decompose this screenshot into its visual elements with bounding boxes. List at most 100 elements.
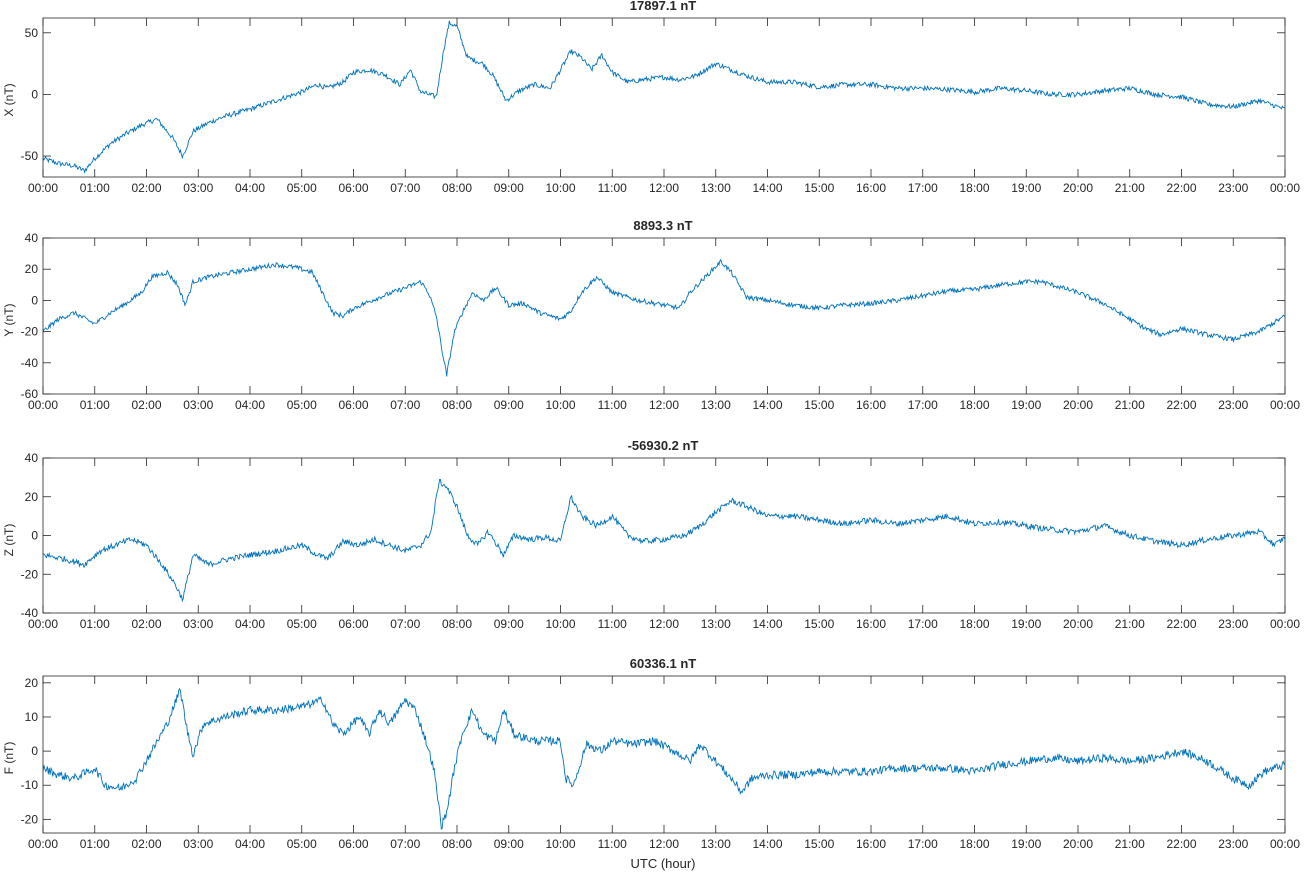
y-xtick-label: 13:00 (701, 398, 731, 412)
x-xtick-label: 20:00 (1063, 181, 1093, 195)
y-xtick-label: 07:00 (390, 398, 420, 412)
f-ytick-label: -10 (21, 778, 39, 792)
f-ytick-label: 0 (31, 744, 38, 758)
z-xtick-label: 08:00 (442, 617, 472, 631)
y-ytick-label: -40 (21, 356, 39, 370)
z-xtick-label: 02:00 (131, 617, 161, 631)
f-xtick-label: 17:00 (908, 837, 938, 851)
y-xtick-label: 08:00 (442, 398, 472, 412)
z-panel-ylabel: Z (nT) (2, 524, 16, 557)
x-xtick-label: 13:00 (701, 181, 731, 195)
f-xtick-label: 14:00 (752, 837, 782, 851)
x-xtick-label: 16:00 (856, 181, 886, 195)
x-ytick-label: -50 (21, 149, 39, 163)
f-xtick-label: 23:00 (1218, 837, 1248, 851)
z-ytick-label: 40 (25, 451, 39, 465)
x-axis-label: UTC (hour) (630, 856, 695, 871)
x-xtick-label: 17:00 (908, 181, 938, 195)
x-xtick-label: 00:00 (28, 181, 58, 195)
y-xtick-label: 19:00 (1011, 398, 1041, 412)
z-xtick-label: 15:00 (804, 617, 834, 631)
x-xtick-label: 02:00 (131, 181, 161, 195)
z-xtick-label: 19:00 (1011, 617, 1041, 631)
y-series-line (43, 258, 1285, 377)
z-xtick-label: 13:00 (701, 617, 731, 631)
f-panel-ylabel: F (nT) (2, 742, 16, 775)
f-xtick-label: 01:00 (80, 837, 110, 851)
f-xtick-label: 12:00 (649, 837, 679, 851)
z-xtick-label: 06:00 (338, 617, 368, 631)
z-xtick-label: 07:00 (390, 617, 420, 631)
x-xtick-label: 01:00 (80, 181, 110, 195)
z-xtick-label: 11:00 (598, 617, 627, 631)
x-component-panel: 17897.1 nT X (nT) 00:00 01:00 02:00 03:00 04… (2, 0, 1300, 195)
y-ytick-label: -20 (21, 325, 39, 339)
f-component-panel: 60336.1 nT F (nT) 00:00 01:00 02:00 03:00 04… (2, 656, 1300, 851)
z-component-panel: -56930.2 nT Z (nT) 00:00 01:00 02:00 03:00 0… (2, 438, 1300, 631)
y-xtick-label: 12:00 (649, 398, 679, 412)
f-xtick-label: 18:00 (959, 837, 989, 851)
z-xtick-label: 12:00 (649, 617, 679, 631)
x-xtick-label: 23:00 (1218, 181, 1248, 195)
y-xtick-label: 02:00 (131, 398, 161, 412)
f-ytick-label: 20 (25, 676, 39, 690)
f-xtick-label: 21:00 (1115, 837, 1145, 851)
x-xtick-label: 15:00 (804, 181, 834, 195)
f-xtick-label: 05:00 (287, 837, 317, 851)
f-xtick-label: 07:00 (390, 837, 420, 851)
x-xtick-label: 12:00 (649, 181, 679, 195)
z-xtick-label: 09:00 (494, 617, 524, 631)
y-xtick-label: 18:00 (959, 398, 989, 412)
y-xtick-label: 16:00 (856, 398, 886, 412)
y-xtick-label: 14:00 (752, 398, 782, 412)
z-series-line (43, 479, 1285, 603)
f-xtick-label: 03:00 (183, 837, 213, 851)
y-xtick-label: 15:00 (804, 398, 834, 412)
y-xtick-label: 03:00 (183, 398, 213, 412)
x-xtick-label: 14:00 (752, 181, 782, 195)
x-xtick-label: 18:00 (959, 181, 989, 195)
f-ytick-label: -20 (21, 812, 39, 826)
z-xtick-label: 01:00 (80, 617, 110, 631)
z-xtick-label: 04:00 (235, 617, 265, 631)
y-ytick-label: 20 (25, 262, 39, 276)
y-xtick-label: 11:00 (598, 398, 627, 412)
x-ytick-label: 0 (31, 87, 38, 101)
x-xtick-label: 06:00 (338, 181, 368, 195)
x-xtick-label: 05:00 (287, 181, 317, 195)
x-xtick-label: 10:00 (545, 181, 575, 195)
y-xtick-label: 00:00 (1270, 398, 1300, 412)
x-xtick-label: 03:00 (183, 181, 213, 195)
z-panel-title: -56930.2 nT (628, 438, 699, 453)
z-ytick-label: -20 (21, 567, 39, 581)
z-xtick-label: 00:00 (1270, 617, 1300, 631)
x-xtick-label: 07:00 (390, 181, 420, 195)
x-xtick-label: 21:00 (1115, 181, 1145, 195)
x-panel-ylabel: X (nT) (2, 83, 16, 116)
x-xtick-label: 22:00 (1166, 181, 1196, 195)
y-xtick-label: 04:00 (235, 398, 265, 412)
x-panel-title: 17897.1 nT (630, 0, 697, 13)
y-ytick-label: 40 (25, 231, 39, 245)
f-xtick-label: 04:00 (235, 837, 265, 851)
f-series-line (43, 687, 1285, 830)
y-xtick-label: 22:00 (1166, 398, 1196, 412)
y-xtick-label: 17:00 (908, 398, 938, 412)
z-xtick-label: 05:00 (287, 617, 317, 631)
z-ytick-label: 20 (25, 490, 39, 504)
z-xtick-label: 23:00 (1218, 617, 1248, 631)
f-xtick-label: 02:00 (131, 837, 161, 851)
y-xtick-label: 23:00 (1218, 398, 1248, 412)
z-xtick-label: 16:00 (856, 617, 886, 631)
z-xtick-label: 21:00 (1115, 617, 1145, 631)
y-ytick-label: 0 (31, 293, 38, 307)
f-xtick-label: 11:00 (598, 837, 627, 851)
f-xtick-label: 06:00 (338, 837, 368, 851)
y-xtick-label: 00:00 (28, 398, 58, 412)
z-ytick-label: 0 (31, 529, 38, 543)
x-xtick-label: 08:00 (442, 181, 472, 195)
y-panel-ylabel: Y (nT) (2, 303, 16, 336)
x-xtick-label: 04:00 (235, 181, 265, 195)
f-xtick-label: 22:00 (1166, 837, 1196, 851)
